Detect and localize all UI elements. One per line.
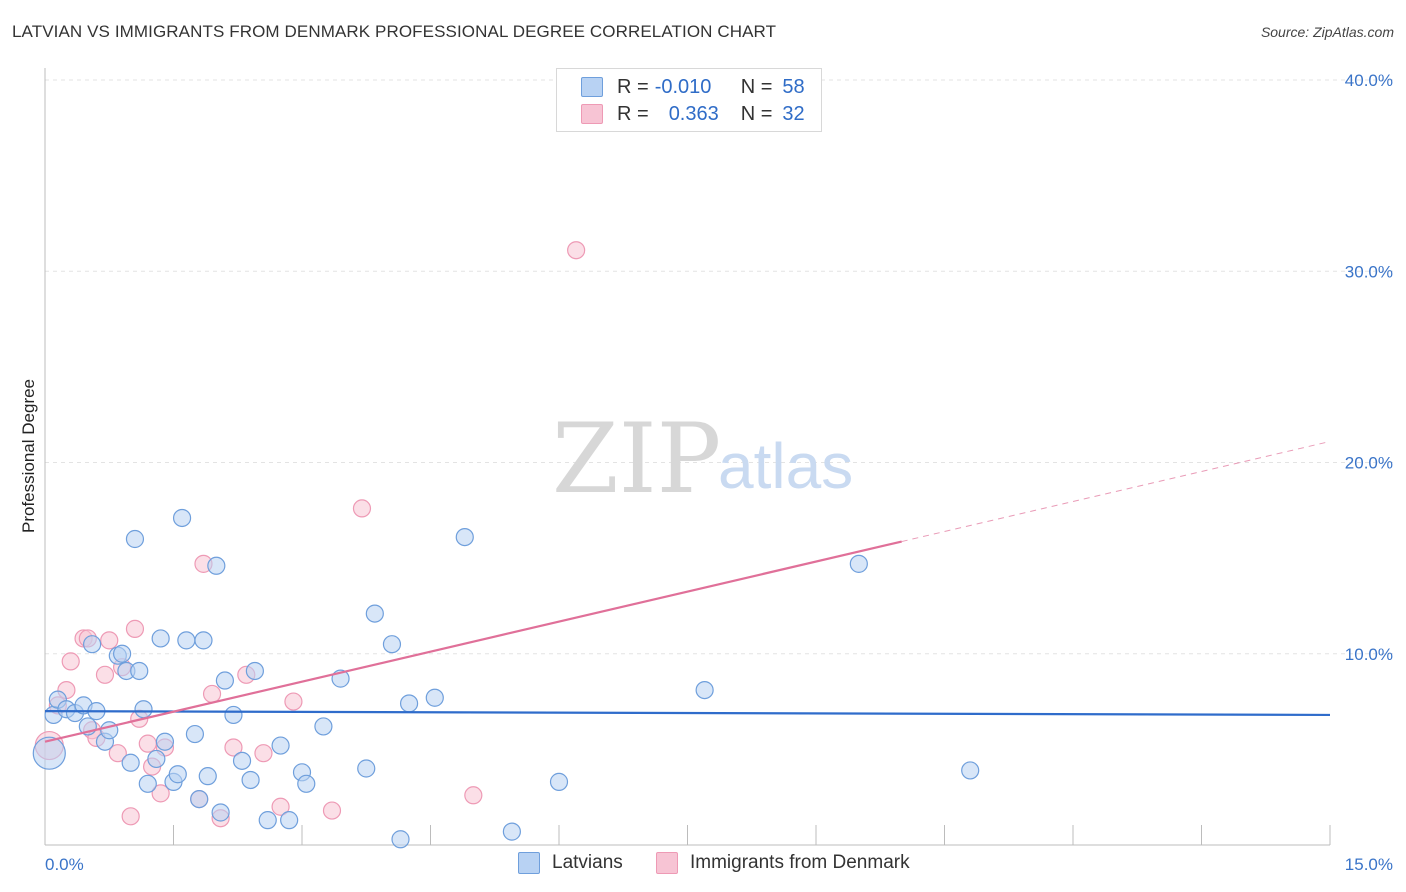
bottom-legend-swatch-blue <box>518 852 540 874</box>
latvian-point <box>297 774 316 793</box>
latvian-point <box>138 774 157 793</box>
latvian-point <box>134 700 153 719</box>
source-label: Source: ZipAtlas.com <box>1260 24 1394 40</box>
watermark-zip: ZIP <box>552 403 721 515</box>
latvian-point <box>455 527 474 547</box>
latvian-point <box>177 631 196 650</box>
denmark-point <box>100 631 119 650</box>
gridlines <box>45 79 1395 655</box>
y-tick-label: 40.0% <box>1345 71 1393 90</box>
denmark-point <box>224 738 243 757</box>
latvian-point <box>241 770 260 790</box>
x-tick-label: 15.0% <box>1345 855 1393 874</box>
latvian-point <box>382 635 402 654</box>
latvian-point <box>549 772 569 791</box>
latvian-point <box>172 508 192 528</box>
legend-box: R = -0.010 N = 58 R = 0.363 N = 32 <box>556 68 822 132</box>
watermark-atlas: atlas <box>718 430 853 502</box>
denmark-point <box>464 786 483 805</box>
latvian-point <box>207 556 226 575</box>
y-axis-label: Professional Degree <box>19 379 38 533</box>
latvian-point <box>280 811 299 830</box>
latvian-point <box>365 604 384 623</box>
latvian-point <box>961 761 980 780</box>
bottom-legend-label: Latvians <box>552 852 623 873</box>
latvian-point <box>194 631 213 650</box>
denmark-point <box>61 652 80 671</box>
denmark-point <box>271 797 290 816</box>
latvian-point <box>245 661 264 681</box>
bottom-legend-swatch-pink <box>656 852 678 874</box>
latvian-point <box>112 644 132 663</box>
latvian-point <box>425 688 444 707</box>
latvian-point <box>695 680 714 700</box>
latvian-point <box>155 732 175 751</box>
y-tick-label: 30.0% <box>1345 262 1393 281</box>
latvian-point <box>83 635 102 654</box>
chart-title: LATVIAN VS IMMIGRANTS FROM DENMARK PROFE… <box>12 22 777 41</box>
bottom-legend-denmark: Immigrants from Denmark <box>656 852 910 874</box>
pink-points <box>34 241 586 828</box>
denmark-point <box>108 744 127 763</box>
denmark-point <box>202 684 222 704</box>
latvian-point <box>314 717 333 736</box>
legend-n-label: N = <box>740 75 773 98</box>
latvian-point <box>224 705 243 725</box>
latvian-point <box>399 694 419 713</box>
latvian-point <box>391 830 410 849</box>
x-tick-label: 0.0% <box>45 855 84 874</box>
watermark: ZIP atlas <box>552 403 853 515</box>
legend-r-label: R = <box>617 102 649 125</box>
latvian-point <box>232 751 252 770</box>
denmark-point <box>151 784 170 803</box>
latvian-point <box>271 736 290 755</box>
latvian-point <box>121 753 140 772</box>
denmark-point <box>95 665 115 684</box>
latvian-point <box>849 554 868 573</box>
bottom-legend-latvians: Latvians <box>518 852 623 874</box>
legend-swatch-pink <box>581 104 603 124</box>
latvian-point <box>258 811 277 830</box>
legend-r-label: R = <box>617 75 649 98</box>
axis-ticks: 10.0% 20.0% 30.0% 40.0% 0.0% 15.0% <box>44 71 1393 874</box>
latvian-point <box>151 629 170 648</box>
y-tick-label: 20.0% <box>1345 454 1393 473</box>
denmark-trend-line <box>44 540 902 743</box>
latvian-point <box>147 749 166 769</box>
bottom-legend-label: Immigrants from Denmark <box>690 852 910 873</box>
denmark-point <box>121 807 140 826</box>
legend-row-latvians: R = -0.010 N = 58 <box>581 74 805 100</box>
latvian-point <box>168 765 187 784</box>
denmark-point <box>284 692 303 711</box>
legend-n-value: 58 <box>782 75 805 98</box>
legend-swatch-blue <box>581 77 603 97</box>
latvian-point <box>211 803 230 822</box>
latvian-point <box>190 789 209 809</box>
legend-n-value: 32 <box>782 102 805 125</box>
denmark-trend-line-extension <box>901 440 1331 543</box>
legend-r-value: -0.010 <box>654 75 712 98</box>
latvian-point <box>198 767 217 786</box>
latvian-point <box>125 529 145 549</box>
y-tick-label: 10.0% <box>1345 645 1393 664</box>
denmark-point <box>322 801 342 820</box>
denmark-point <box>254 744 273 763</box>
latvian-point <box>32 736 66 770</box>
trend-lines <box>44 440 1331 743</box>
latvian-point <box>357 759 376 778</box>
latvian-point <box>502 822 521 841</box>
denmark-point <box>567 241 586 260</box>
legend-r-value: 0.363 <box>668 102 719 125</box>
legend-n-label: N = <box>740 102 773 125</box>
denmark-point <box>125 619 145 638</box>
latvian-point <box>185 724 205 744</box>
latvian-trend-line <box>44 710 1331 717</box>
denmark-point <box>138 734 157 753</box>
latvian-point <box>130 661 149 681</box>
legend-row-denmark: R = 0.363 N = 32 <box>581 101 805 127</box>
blue-points <box>32 508 980 849</box>
denmark-point <box>352 499 372 518</box>
latvian-point <box>215 671 234 690</box>
